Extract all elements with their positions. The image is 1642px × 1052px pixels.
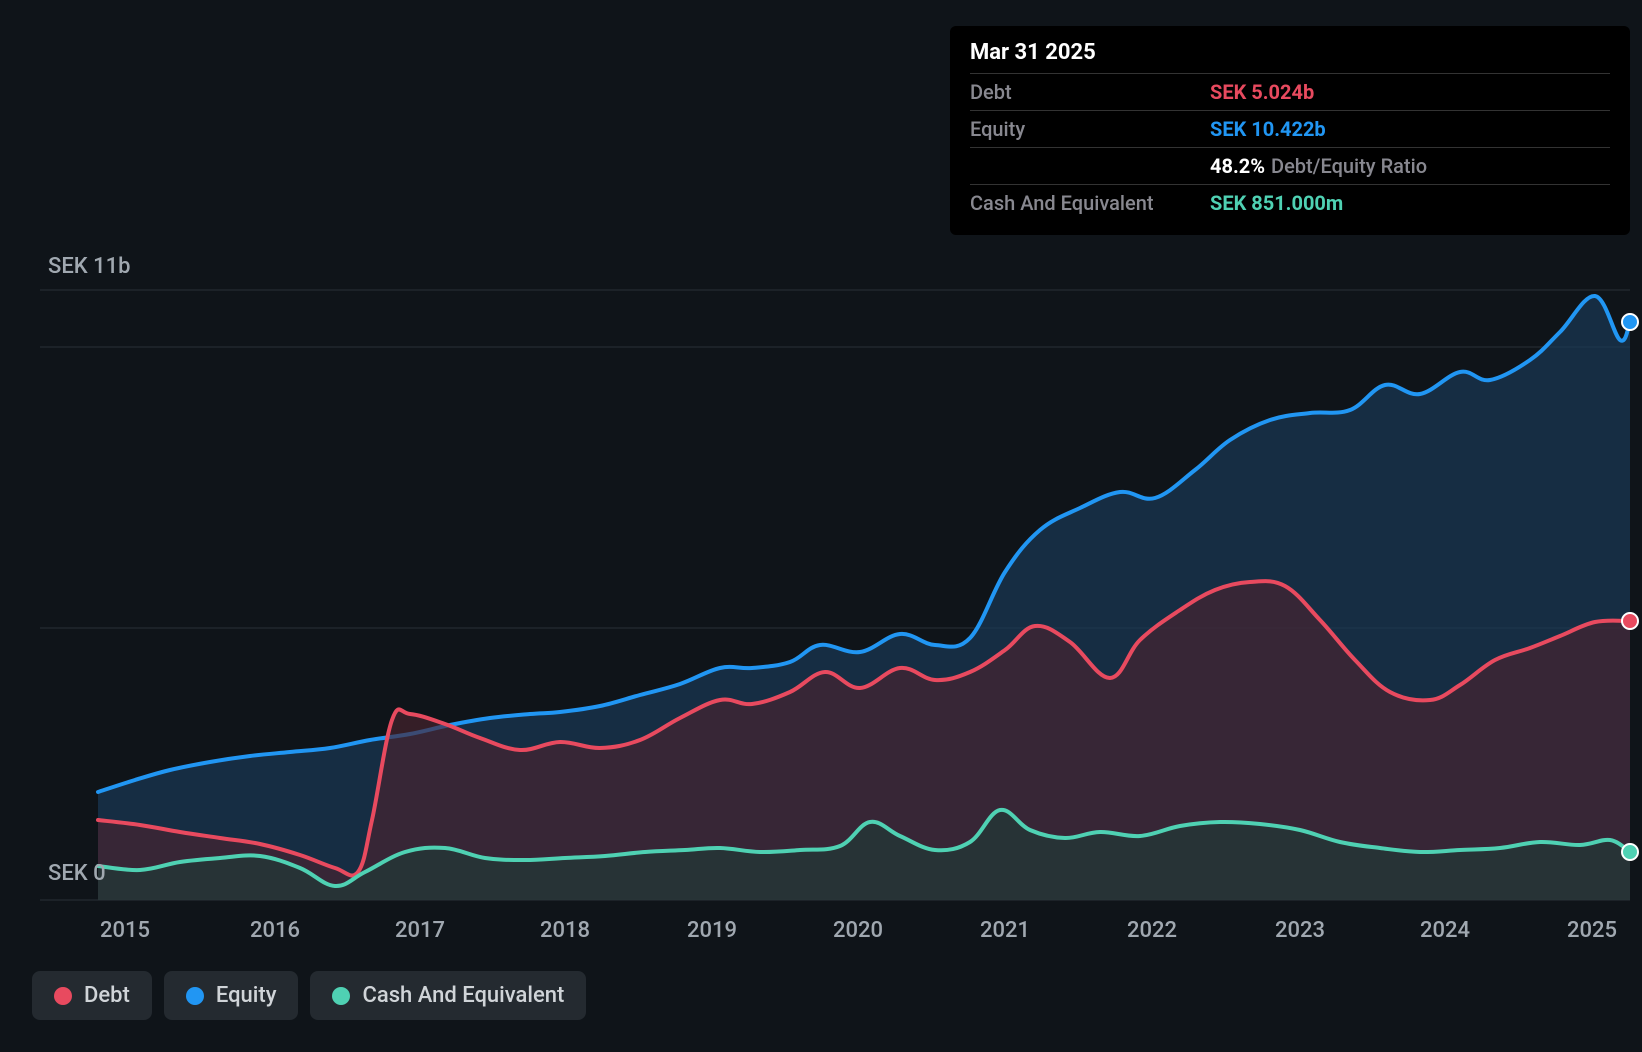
- x-axis-label: 2017: [395, 918, 445, 943]
- tooltip-row: DebtSEK 5.024b: [970, 73, 1610, 110]
- x-axis-label: 2015: [100, 918, 150, 943]
- x-axis-label: 2016: [250, 918, 300, 943]
- x-axis-label: 2021: [980, 918, 1030, 943]
- tooltip-row-label: Debt: [970, 80, 1210, 104]
- chart-legend: Debt Equity Cash And Equivalent: [32, 971, 586, 1020]
- legend-item-cash-and-equivalent[interactable]: Cash And Equivalent: [310, 971, 586, 1020]
- legend-item-debt[interactable]: Debt: [32, 971, 152, 1020]
- tooltip-row-label: Cash And Equivalent: [970, 191, 1210, 215]
- tooltip-row: 48.2%Debt/Equity Ratio: [970, 147, 1610, 184]
- tooltip-date: Mar 31 2025: [970, 40, 1610, 73]
- legend-item-label: Equity: [216, 983, 277, 1008]
- tooltip-row-value: SEK 10.422b: [1210, 117, 1326, 141]
- tooltip-row-value: SEK 851.000m: [1210, 191, 1343, 215]
- y-axis-label: SEK 11b: [48, 254, 131, 279]
- x-axis-label: 2018: [540, 918, 590, 943]
- chart-tooltip: Mar 31 2025 DebtSEK 5.024bEquitySEK 10.4…: [950, 26, 1630, 235]
- legend-dot-icon: [186, 987, 204, 1005]
- legend-item-label: Debt: [84, 983, 130, 1008]
- x-axis-label: 2024: [1420, 918, 1470, 943]
- y-axis-label: SEK 0: [48, 861, 106, 886]
- tooltip-row: EquitySEK 10.422b: [970, 110, 1610, 147]
- x-axis-label: 2023: [1275, 918, 1325, 943]
- legend-item-label: Cash And Equivalent: [362, 983, 564, 1008]
- x-axis-label: 2022: [1127, 918, 1177, 943]
- x-axis-label: 2020: [833, 918, 883, 943]
- tooltip-row-value: SEK 5.024b: [1210, 80, 1314, 104]
- series-end-marker: [1622, 844, 1638, 860]
- financial-chart: SEK 11b SEK 0 2015 2016 2017 2018 2019 2020 202…: [0, 0, 1642, 1052]
- series-end-marker: [1622, 613, 1638, 629]
- tooltip-row-extra: Debt/Equity Ratio: [1271, 154, 1427, 178]
- legend-dot-icon: [332, 987, 350, 1005]
- tooltip-row: Cash And EquivalentSEK 851.000m: [970, 184, 1610, 221]
- x-axis-label: 2025: [1567, 918, 1617, 943]
- tooltip-row-value: 48.2%: [1210, 154, 1265, 178]
- legend-dot-icon: [54, 987, 72, 1005]
- x-axis-label: 2019: [687, 918, 737, 943]
- legend-item-equity[interactable]: Equity: [164, 971, 299, 1020]
- tooltip-row-label: Equity: [970, 117, 1210, 141]
- tooltip-row-label: [970, 154, 1210, 178]
- series-end-marker: [1622, 314, 1638, 330]
